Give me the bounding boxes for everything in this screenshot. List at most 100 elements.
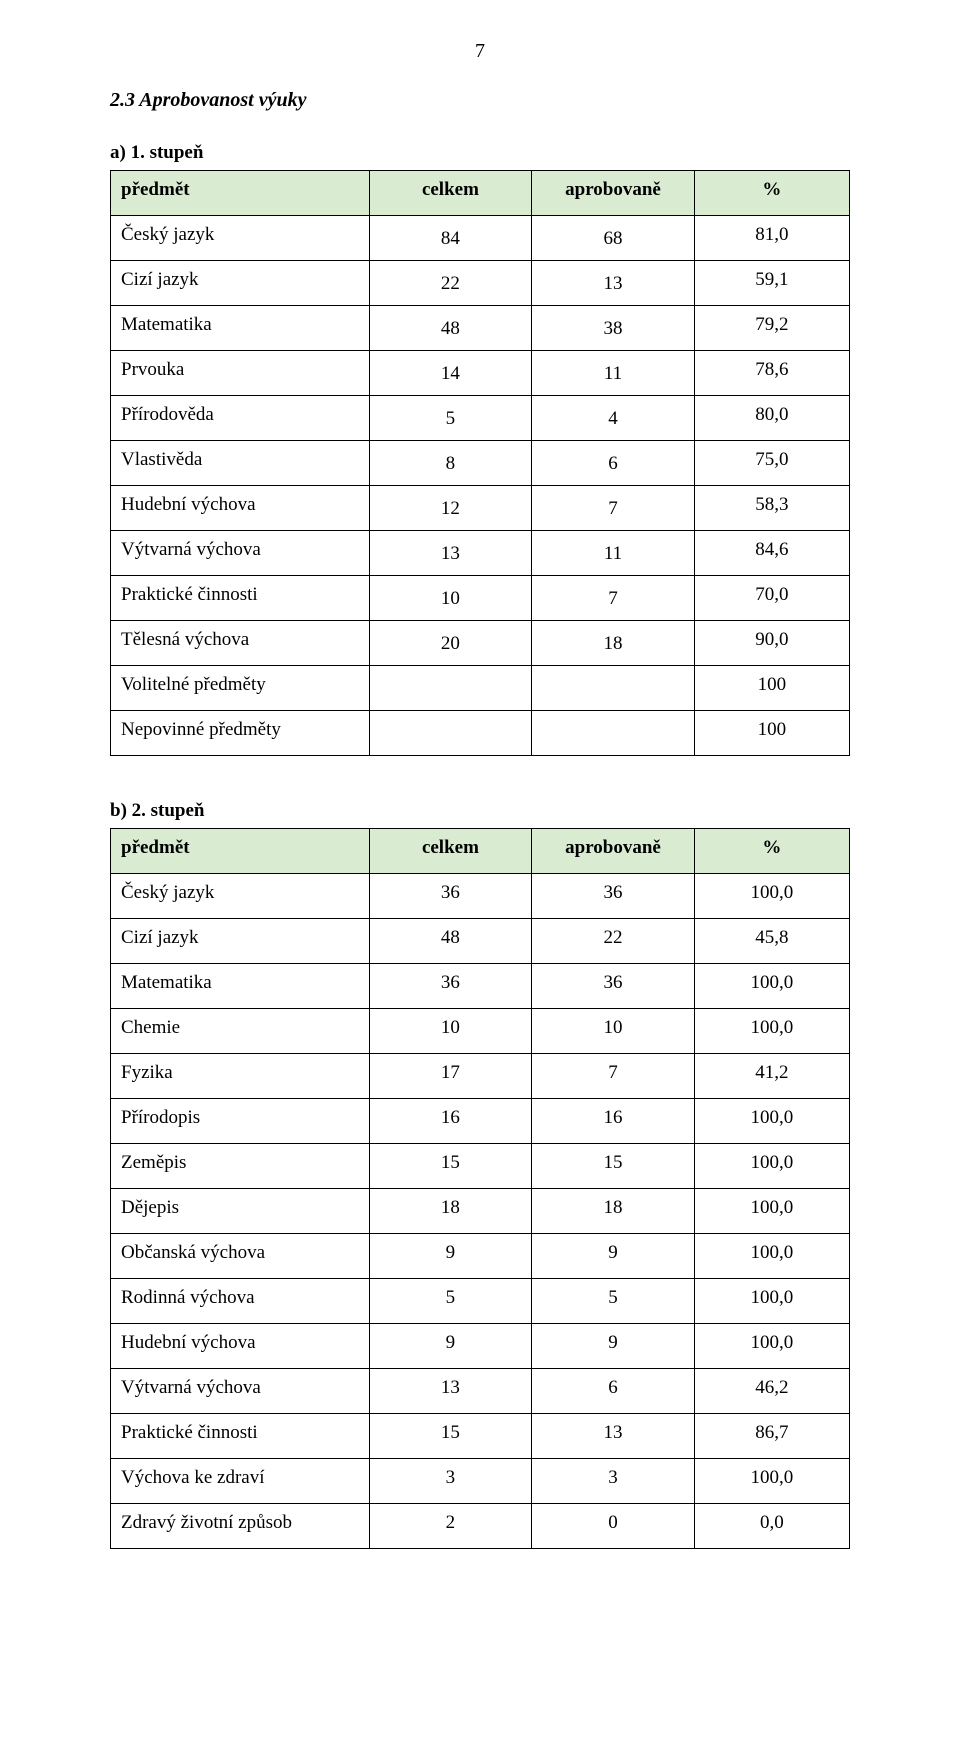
col-pct-header: % [694,829,849,874]
table-row: Český jazyk 84 68 81,0 [111,216,850,261]
col-subject-header: předmět [111,171,370,216]
cell-aprob: 13 [532,1414,695,1459]
cell-aprob: 68 [532,216,695,261]
cell-subject: Fyzika [111,1054,370,1099]
table-row: Chemie 10 10 100,0 [111,1009,850,1054]
cell-subject: Cizí jazyk [111,261,370,306]
table-b: předmět celkem aprobovaně % Český jazyk … [110,828,850,1549]
cell-pct: 100 [694,666,849,711]
cell-subject: Hudební výchova [111,486,370,531]
cell-aprob: 15 [532,1144,695,1189]
cell-celkem: 16 [369,1099,532,1144]
table-row: Praktické činnosti 15 13 86,7 [111,1414,850,1459]
table-row: Dějepis 18 18 100,0 [111,1189,850,1234]
table-b-header-row: předmět celkem aprobovaně % [111,829,850,874]
table-row: Přírodopis 16 16 100,0 [111,1099,850,1144]
cell-aprob: 18 [532,1189,695,1234]
cell-subject: Český jazyk [111,874,370,919]
cell-subject: Zeměpis [111,1144,370,1189]
cell-subject: Matematika [111,964,370,1009]
cell-celkem: 48 [369,306,532,351]
cell-subject: Tělesná výchova [111,621,370,666]
cell-pct: 84,6 [694,531,849,576]
col-pct-header: % [694,171,849,216]
table-row: Matematika 48 38 79,2 [111,306,850,351]
cell-celkem: 12 [369,486,532,531]
table-row: Hudební výchova 12 7 58,3 [111,486,850,531]
cell-celkem: 84 [369,216,532,261]
cell-subject: Praktické činnosti [111,1414,370,1459]
table-a: předmět celkem aprobovaně % Český jazyk … [110,170,850,756]
cell-aprob: 7 [532,1054,695,1099]
col-celkem-header: celkem [369,171,532,216]
cell-aprob: 9 [532,1234,695,1279]
cell-aprob: 16 [532,1099,695,1144]
cell-subject: Zdravý životní způsob [111,1504,370,1549]
cell-celkem [369,711,532,756]
cell-aprob: 6 [532,441,695,486]
cell-celkem: 5 [369,396,532,441]
cell-pct: 100,0 [694,1279,849,1324]
cell-pct: 79,2 [694,306,849,351]
table-row: Nepovinné předměty 100 [111,711,850,756]
cell-aprob: 36 [532,874,695,919]
cell-aprob: 11 [532,351,695,396]
table-a-header-row: předmět celkem aprobovaně % [111,171,850,216]
cell-aprob: 6 [532,1369,695,1414]
cell-subject: Nepovinné předměty [111,711,370,756]
cell-pct: 58,3 [694,486,849,531]
cell-celkem: 2 [369,1504,532,1549]
cell-celkem: 22 [369,261,532,306]
cell-pct: 100,0 [694,964,849,1009]
cell-pct: 100,0 [694,1234,849,1279]
col-celkem-header: celkem [369,829,532,874]
page-number: 7 [110,40,850,63]
cell-celkem: 15 [369,1144,532,1189]
table-row: Vlastivěda 8 6 75,0 [111,441,850,486]
cell-celkem: 36 [369,874,532,919]
cell-celkem: 48 [369,919,532,964]
cell-pct: 100 [694,711,849,756]
cell-pct: 100,0 [694,1324,849,1369]
section-title: 2.3 Aprobovanost výuky [110,89,850,112]
cell-aprob: 3 [532,1459,695,1504]
cell-pct: 78,6 [694,351,849,396]
cell-aprob: 11 [532,531,695,576]
cell-subject: Výtvarná výchova [111,1369,370,1414]
cell-celkem: 15 [369,1414,532,1459]
table-row: Občanská výchova 9 9 100,0 [111,1234,850,1279]
cell-subject: Občanská výchova [111,1234,370,1279]
cell-pct: 100,0 [694,1189,849,1234]
spacer [110,756,850,790]
cell-subject: Volitelné předměty [111,666,370,711]
cell-celkem: 3 [369,1459,532,1504]
cell-aprob: 5 [532,1279,695,1324]
cell-pct: 45,8 [694,919,849,964]
cell-pct: 80,0 [694,396,849,441]
cell-celkem: 18 [369,1189,532,1234]
table-row: Zeměpis 15 15 100,0 [111,1144,850,1189]
cell-subject: Dějepis [111,1189,370,1234]
cell-subject: Výchova ke zdraví [111,1459,370,1504]
table-row: Praktické činnosti 10 7 70,0 [111,576,850,621]
cell-aprob: 7 [532,576,695,621]
cell-pct: 100,0 [694,1009,849,1054]
table-a-body: Český jazyk 84 68 81,0 Cizí jazyk 22 13 … [111,216,850,756]
cell-subject: Vlastivěda [111,441,370,486]
cell-subject: Přírodopis [111,1099,370,1144]
table-row: Výtvarná výchova 13 6 46,2 [111,1369,850,1414]
cell-subject: Praktické činnosti [111,576,370,621]
table-row: Prvouka 14 11 78,6 [111,351,850,396]
table-row: Český jazyk 36 36 100,0 [111,874,850,919]
cell-subject: Výtvarná výchova [111,531,370,576]
cell-pct: 70,0 [694,576,849,621]
table-row: Rodinná výchova 5 5 100,0 [111,1279,850,1324]
cell-aprob: 10 [532,1009,695,1054]
cell-celkem: 20 [369,621,532,666]
table-row: Zdravý životní způsob 2 0 0,0 [111,1504,850,1549]
table-row: Fyzika 17 7 41,2 [111,1054,850,1099]
cell-pct: 41,2 [694,1054,849,1099]
table-row: Přírodověda 5 4 80,0 [111,396,850,441]
table-row: Tělesná výchova 20 18 90,0 [111,621,850,666]
cell-subject: Přírodověda [111,396,370,441]
